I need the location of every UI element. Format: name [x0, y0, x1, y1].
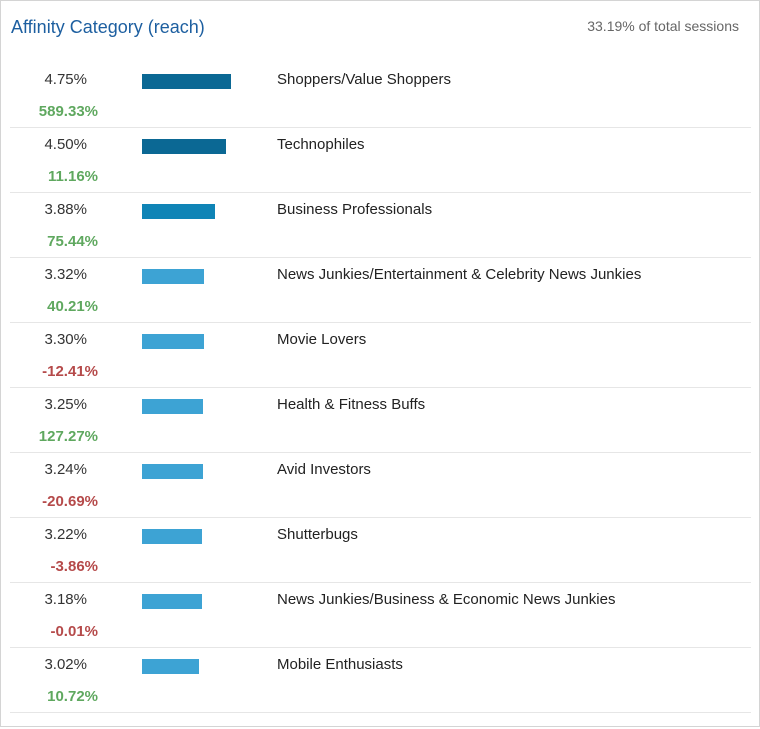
reach-percent: 3.32%: [44, 266, 87, 283]
affinity-rows: 4.75% Shoppers/Value Shoppers 589.33% 4.50%…: [10, 63, 751, 713]
reach-bar: [142, 139, 226, 154]
table-row: 3.24% Avid Investors -20.69%: [10, 453, 751, 518]
reach-bar: [142, 204, 215, 219]
table-row: 3.30% Movie Lovers -12.41%: [10, 323, 751, 388]
table-row: 3.88% Business Professionals 75.44%: [10, 193, 751, 258]
category-label: Shoppers/Value Shoppers: [277, 71, 452, 88]
table-row: 4.50% Technophiles 11.16%: [10, 128, 751, 193]
reach-percent: 4.75%: [44, 71, 87, 88]
table-row: 3.22% Shutterbugs -3.86%: [10, 518, 751, 583]
category-label: Business Professionals: [277, 201, 433, 218]
reach-percent: 3.22%: [44, 526, 87, 543]
category-label: News Junkies/Business & Economic News Ju…: [277, 591, 616, 608]
card-title: Affinity Category (reach): [11, 17, 205, 37]
table-row: 4.75% Shoppers/Value Shoppers 589.33%: [10, 63, 751, 128]
change-percent: -0.01%: [50, 623, 98, 640]
table-row: 3.25% Health & Fitness Buffs 127.27%: [10, 388, 751, 453]
category-label: Shutterbugs: [277, 526, 358, 543]
reach-bar: [142, 594, 202, 609]
reach-percent: 3.30%: [44, 331, 87, 348]
change-percent: -12.41%: [42, 363, 98, 380]
total-sessions-share: 33.19% of total sessions: [587, 18, 739, 34]
reach-percent: 3.25%: [44, 396, 87, 413]
reach-bar: [142, 659, 199, 674]
category-label: News Junkies/Entertainment & Celebrity N…: [277, 266, 642, 283]
category-label: Technophiles: [277, 136, 365, 153]
reach-bar: [142, 269, 204, 284]
change-percent: 589.33%: [38, 103, 98, 120]
reach-percent: 3.24%: [44, 461, 87, 478]
reach-bar: [142, 334, 204, 349]
change-percent: 75.44%: [47, 233, 98, 250]
reach-percent: 3.88%: [44, 201, 87, 218]
table-row: 3.32% News Junkies/Entertainment & Celebr…: [10, 258, 751, 323]
category-label: Health & Fitness Buffs: [277, 396, 426, 413]
change-percent: -20.69%: [42, 493, 98, 510]
reach-bar: [142, 74, 231, 89]
category-label: Movie Lovers: [277, 331, 367, 348]
reach-percent: 4.50%: [44, 136, 87, 153]
reach-bar: [142, 529, 202, 544]
reach-percent: 3.18%: [44, 591, 87, 608]
change-percent: 10.72%: [47, 688, 98, 705]
change-percent: -3.86%: [50, 558, 98, 575]
change-percent: 11.16%: [47, 168, 98, 185]
change-percent: 40.21%: [47, 298, 98, 315]
reach-percent: 3.02%: [44, 656, 87, 673]
reach-bar: [142, 464, 203, 479]
reach-bar: [142, 399, 203, 414]
table-row: 3.02% Mobile Enthusiasts 10.72%: [10, 648, 751, 713]
category-label: Avid Investors: [277, 461, 371, 478]
table-row: 3.18% News Junkies/Business & Economic Ne…: [10, 583, 751, 648]
change-percent: 127.27%: [38, 428, 98, 445]
category-label: Mobile Enthusiasts: [277, 656, 403, 673]
